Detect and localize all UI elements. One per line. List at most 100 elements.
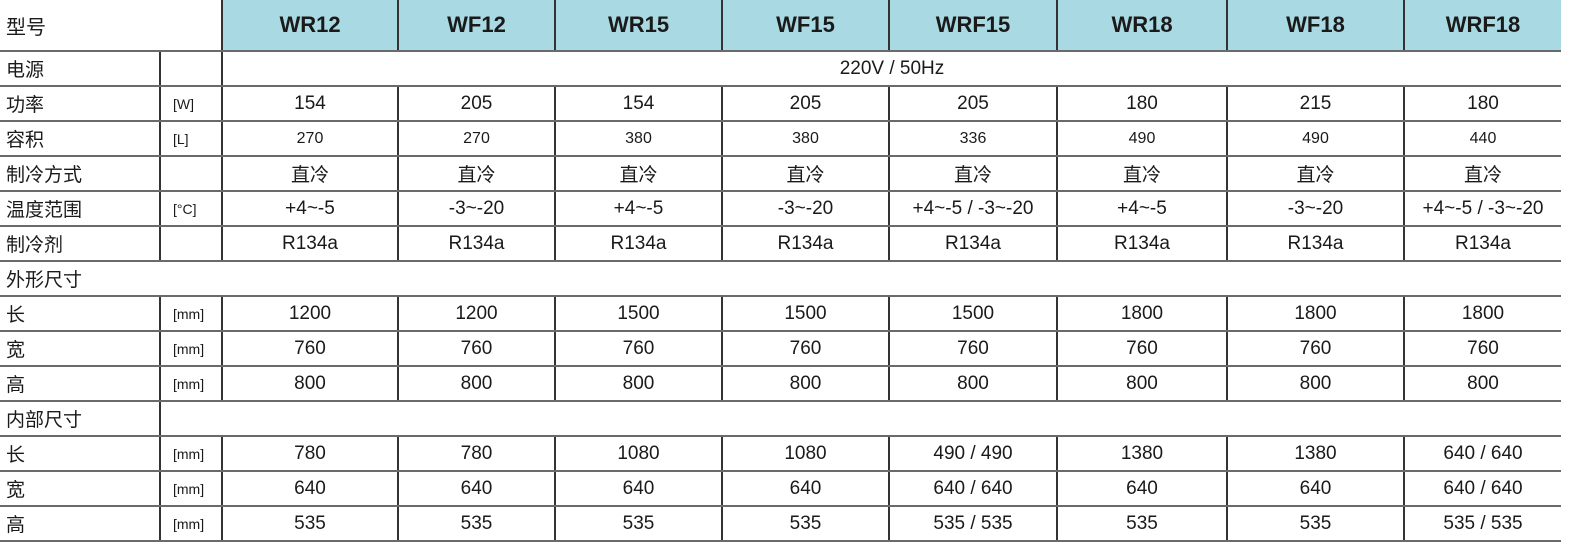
- row-label: 宽: [0, 471, 160, 507]
- row-value: +4~-5 / -3~-20: [1403, 191, 1561, 227]
- row-value: 270: [221, 121, 398, 157]
- row-unit: [mm]: [159, 296, 222, 332]
- row-value: 直冷: [397, 156, 555, 192]
- row-value: 215: [1226, 86, 1404, 122]
- row-value: 800: [1403, 366, 1561, 402]
- table-row: 高 [mm] 800 800 800 800 800 800 800 800: [0, 366, 1582, 402]
- row-value: -3~-20: [397, 191, 555, 227]
- row-label: 制冷剂: [0, 226, 160, 262]
- row-value: +4~-5: [221, 191, 398, 227]
- row-unit: [L]: [159, 121, 222, 157]
- row-value: 380: [554, 121, 722, 157]
- model-header-wrf15: WRF15: [888, 0, 1057, 52]
- row-value: 154: [221, 86, 398, 122]
- row-value: 直冷: [1056, 156, 1227, 192]
- row-value: 780: [221, 436, 398, 472]
- row-value: 535: [1226, 506, 1404, 542]
- row-label: 制冷方式: [0, 156, 160, 192]
- row-value: R134a: [888, 226, 1057, 262]
- section-row: 内部尺寸: [0, 401, 1582, 437]
- row-unit: [159, 226, 222, 262]
- row-value: R134a: [1403, 226, 1561, 262]
- row-value: 1800: [1403, 296, 1561, 332]
- model-header-wr18: WR18: [1056, 0, 1227, 52]
- row-value: 180: [1056, 86, 1227, 122]
- row-value: 380: [721, 121, 889, 157]
- row-value: 535 / 535: [1403, 506, 1561, 542]
- row-unit: [mm]: [159, 331, 222, 367]
- row-value: 760: [1056, 331, 1227, 367]
- row-value: 640: [397, 471, 555, 507]
- row-value: 直冷: [721, 156, 889, 192]
- row-label: 温度范围: [0, 191, 160, 227]
- row-value: 760: [888, 331, 1057, 367]
- row-value: 直冷: [221, 156, 398, 192]
- row-value: R134a: [221, 226, 398, 262]
- row-label: 高: [0, 506, 160, 542]
- table-row: 电源 220V / 50Hz: [0, 51, 1582, 87]
- row-value: 1200: [221, 296, 398, 332]
- row-value: 800: [397, 366, 555, 402]
- row-value: 640 / 640: [1403, 471, 1561, 507]
- section-row: 外形尺寸: [0, 261, 1582, 297]
- row-value: 640: [554, 471, 722, 507]
- row-value: 180: [1403, 86, 1561, 122]
- row-label: 长: [0, 296, 160, 332]
- row-value: 535: [397, 506, 555, 542]
- model-header-wrf18: WRF18: [1403, 0, 1561, 52]
- row-value: 800: [1056, 366, 1227, 402]
- row-value: R134a: [1056, 226, 1227, 262]
- row-value: +4~-5: [554, 191, 722, 227]
- row-unit: [mm]: [159, 366, 222, 402]
- row-value: 440: [1403, 121, 1561, 157]
- row-value: 270: [397, 121, 555, 157]
- row-label: 电源: [0, 51, 160, 87]
- table-row: 容积 [L] 270 270 380 380 336 490 490 440: [0, 121, 1582, 157]
- model-header-wr12: WR12: [221, 0, 398, 52]
- header-label: 型号: [0, 0, 222, 52]
- row-label: 长: [0, 436, 160, 472]
- row-value: 205: [721, 86, 889, 122]
- row-value: R134a: [554, 226, 722, 262]
- table-row: 长 [mm] 780 780 1080 1080 490 / 490 1380 1380 640 …: [0, 436, 1582, 472]
- row-value: +4~-5: [1056, 191, 1227, 227]
- row-value: 760: [1226, 331, 1404, 367]
- row-unit: [159, 156, 222, 192]
- header-row: 型号 WR12 WF12 WR15 WF15 WRF15 WR18 WF18 WRF18: [0, 0, 1582, 52]
- row-value: 直冷: [554, 156, 722, 192]
- row-value: 640: [721, 471, 889, 507]
- row-value: -3~-20: [1226, 191, 1404, 227]
- row-value: 640: [1226, 471, 1404, 507]
- row-value: 760: [554, 331, 722, 367]
- row-value: 535: [554, 506, 722, 542]
- row-value: 760: [397, 331, 555, 367]
- table-row: 宽 [mm] 640 640 640 640 640 / 640 640 640 640 / 64…: [0, 471, 1582, 507]
- row-value: 1200: [397, 296, 555, 332]
- table-row: 宽 [mm] 760 760 760 760 760 760 760 760: [0, 331, 1582, 367]
- row-unit: [°C]: [159, 191, 222, 227]
- table-row: 制冷剂 R134a R134a R134a R134a R134a R134a R134a R1…: [0, 226, 1582, 262]
- row-value: 800: [1226, 366, 1404, 402]
- row-value: 490: [1056, 121, 1227, 157]
- row-value: -3~-20: [721, 191, 889, 227]
- model-header-wf15: WF15: [721, 0, 889, 52]
- row-value: 535: [221, 506, 398, 542]
- row-value: 直冷: [888, 156, 1057, 192]
- row-value: 154: [554, 86, 722, 122]
- row-value: 1500: [888, 296, 1057, 332]
- model-header-wf12: WF12: [397, 0, 555, 52]
- row-value: 205: [397, 86, 555, 122]
- row-value: 535 / 535: [888, 506, 1057, 542]
- row-label: 宽: [0, 331, 160, 367]
- row-value: 800: [554, 366, 722, 402]
- table-row: 温度范围 [°C] +4~-5 -3~-20 +4~-5 -3~-20 +4~-5 / -3…: [0, 191, 1582, 227]
- row-value: 205: [888, 86, 1057, 122]
- row-value: 1800: [1056, 296, 1227, 332]
- row-value: 535: [721, 506, 889, 542]
- row-label: 容积: [0, 121, 160, 157]
- row-unit: [W]: [159, 86, 222, 122]
- row-value: 1080: [721, 436, 889, 472]
- model-header-wr15: WR15: [554, 0, 722, 52]
- row-unit: [159, 51, 222, 87]
